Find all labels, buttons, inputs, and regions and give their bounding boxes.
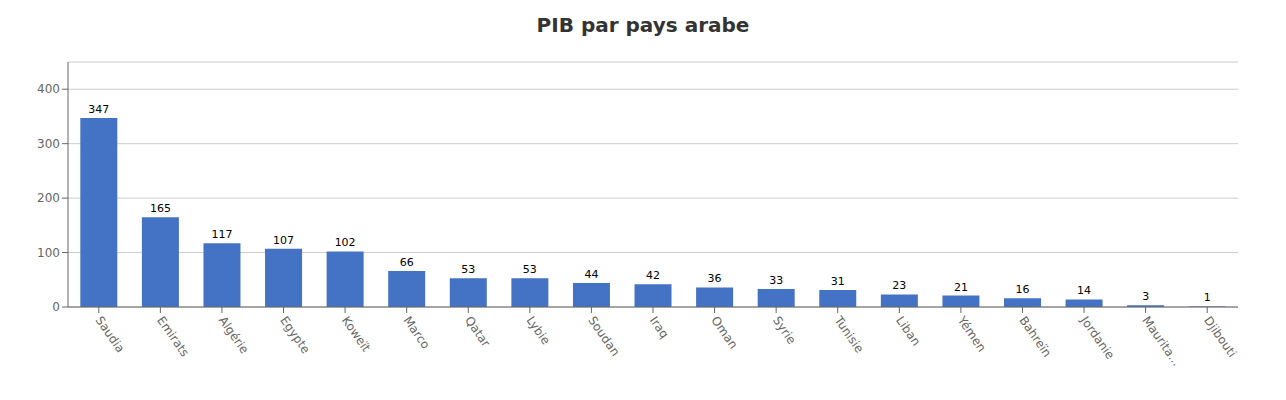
svg-text:Yémen: Yémen — [954, 313, 989, 354]
svg-text:Syrie: Syrie — [770, 314, 799, 347]
svg-text:347: 347 — [88, 103, 109, 116]
svg-text:42: 42 — [646, 269, 660, 282]
svg-text:117: 117 — [211, 228, 232, 241]
svg-text:Liban: Liban — [893, 314, 923, 349]
svg-text:53: 53 — [523, 263, 537, 276]
svg-text:Lybie: Lybie — [524, 314, 553, 347]
svg-text:16: 16 — [1016, 283, 1030, 296]
svg-text:0: 0 — [52, 300, 60, 314]
svg-text:36: 36 — [708, 272, 722, 285]
svg-text:Jordanie: Jordanie — [1077, 313, 1117, 362]
svg-text:200: 200 — [37, 191, 60, 205]
svg-text:Maurita...: Maurita... — [1139, 314, 1183, 369]
svg-text:23: 23 — [892, 279, 906, 292]
svg-text:107: 107 — [273, 234, 294, 247]
svg-text:1: 1 — [1204, 291, 1211, 304]
svg-text:102: 102 — [335, 236, 356, 249]
svg-text:Saudia: Saudia — [93, 314, 128, 356]
svg-text:100: 100 — [37, 246, 60, 260]
svg-text:Koweït: Koweït — [339, 314, 373, 355]
svg-text:21: 21 — [954, 281, 968, 294]
svg-text:31: 31 — [831, 275, 845, 288]
svg-text:165: 165 — [150, 202, 171, 215]
svg-text:Soudan: Soudan — [585, 314, 622, 359]
svg-text:Djibouti: Djibouti — [1201, 314, 1239, 360]
svg-text:400: 400 — [37, 82, 60, 96]
svg-text:33: 33 — [769, 274, 783, 287]
svg-text:66: 66 — [400, 256, 414, 269]
html-text:PIB par pays arabe: PIB par pays arabe — [536, 13, 750, 37]
svg-text:Qatar: Qatar — [462, 314, 493, 350]
svg-text:Bahreïn: Bahreïn — [1016, 314, 1054, 360]
svg-text:14: 14 — [1077, 284, 1091, 297]
svg-text:300: 300 — [37, 137, 60, 151]
svg-text:44: 44 — [584, 268, 598, 281]
svg-text:3: 3 — [1142, 290, 1149, 303]
svg-text:Oman: Oman — [708, 314, 740, 352]
svg-text:Emirats: Emirats — [154, 314, 192, 360]
svg-text:Iraq: Iraq — [647, 314, 672, 341]
svg-text:Egypte: Egypte — [277, 314, 313, 356]
svg-text:53: 53 — [461, 263, 475, 276]
svg-text:Marco: Marco — [400, 314, 432, 352]
svg-text:Algérie: Algérie — [216, 314, 252, 357]
svg-text:Tunisie: Tunisie — [831, 313, 867, 355]
